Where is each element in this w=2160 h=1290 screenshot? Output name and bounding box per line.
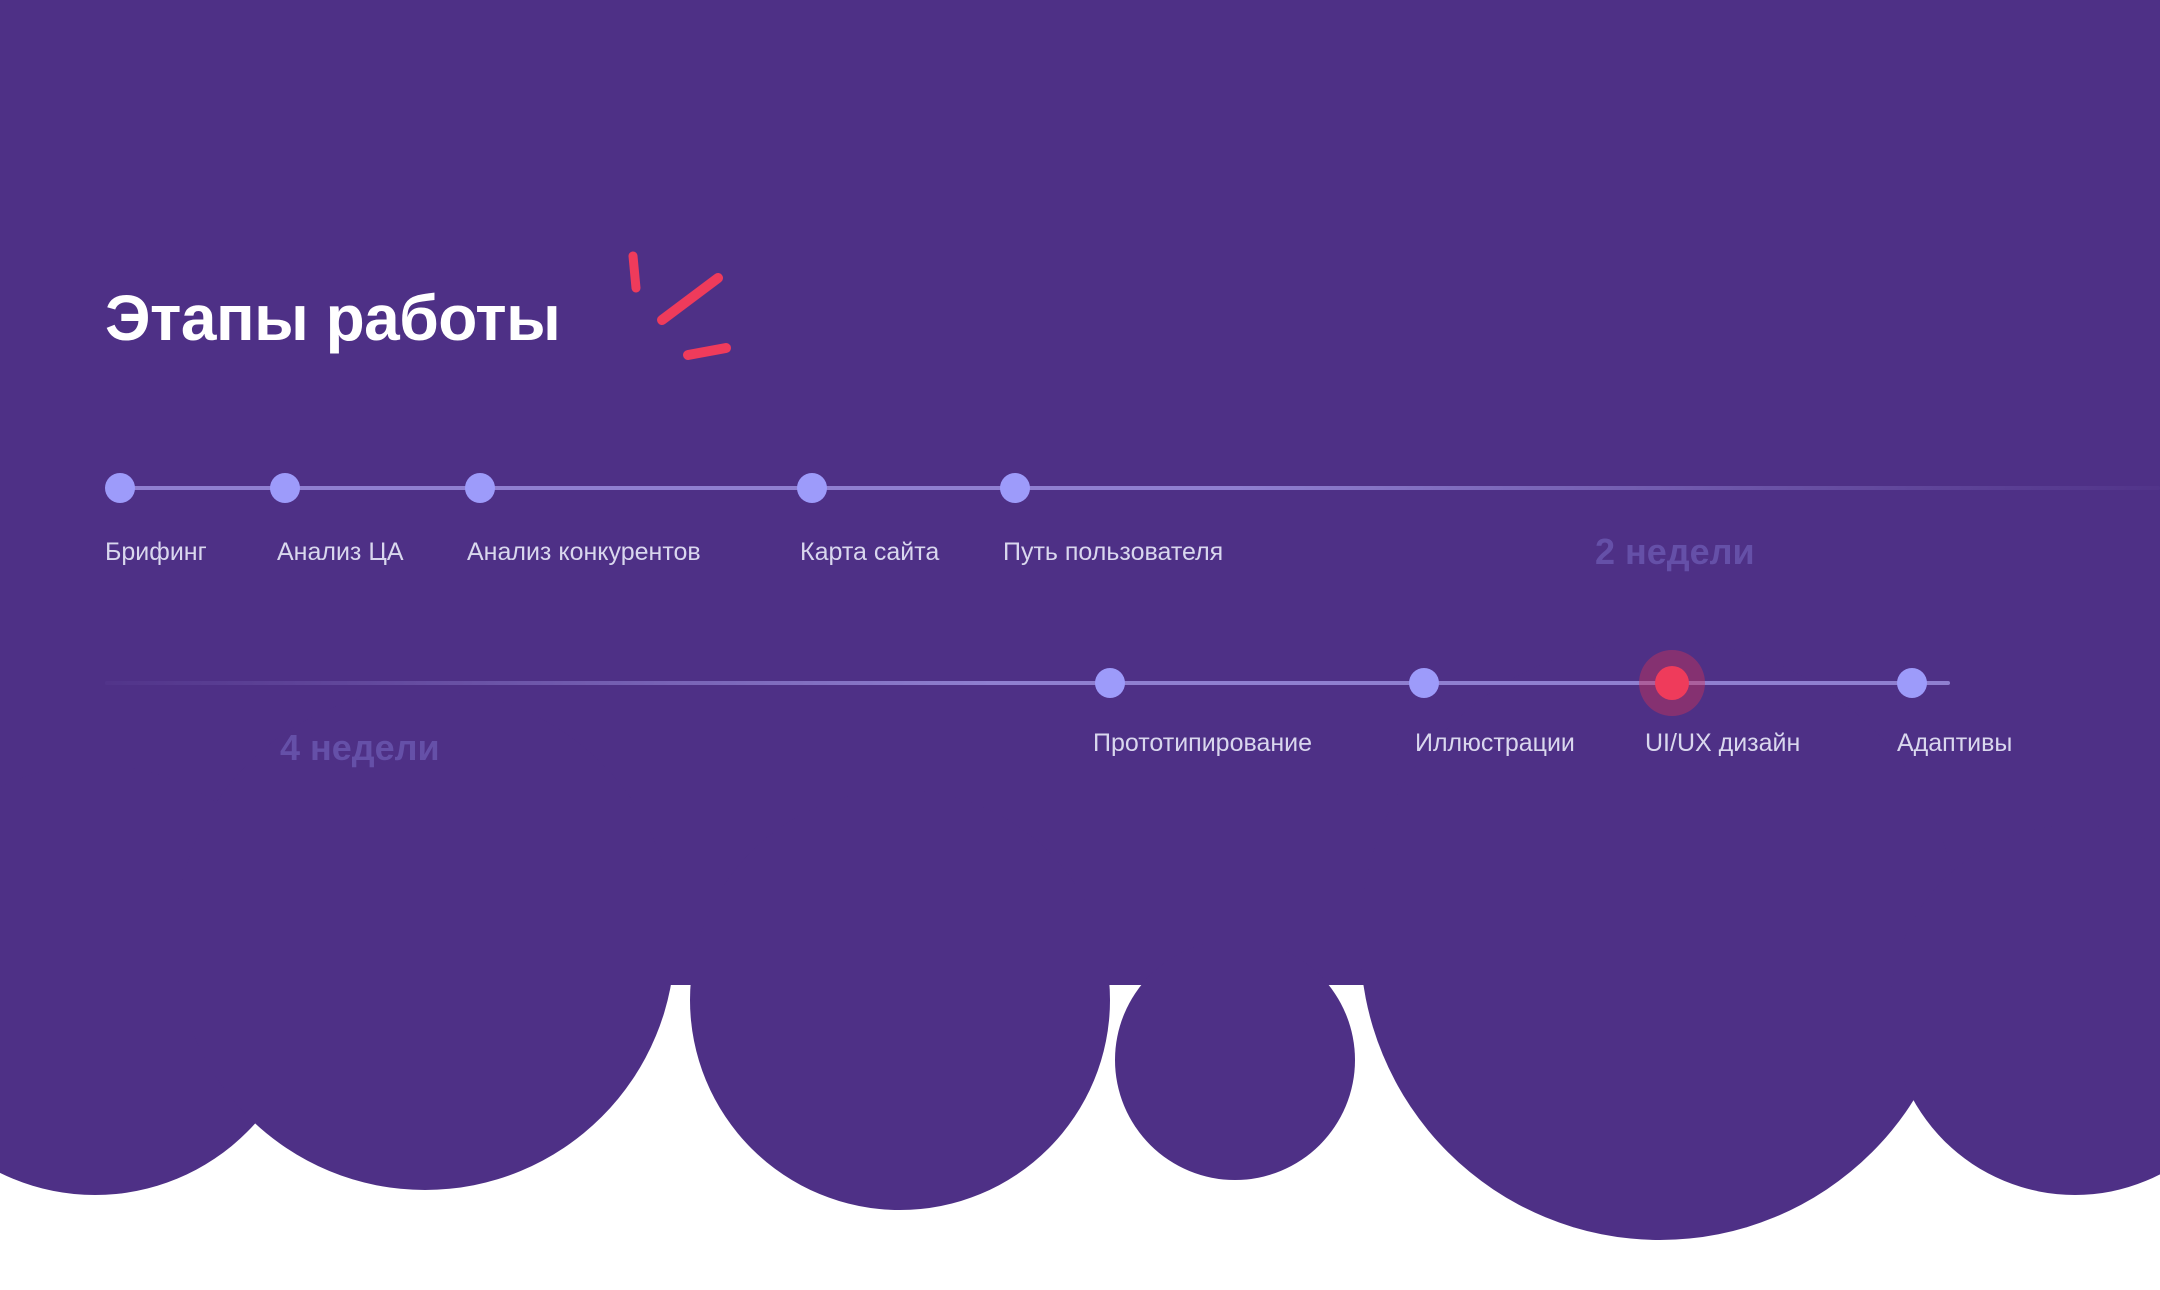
page-title: Этапы работы: [105, 282, 561, 354]
timeline-node-label: Прототипирование: [1093, 729, 1313, 757]
timeline-node[interactable]: [797, 473, 827, 503]
duration-label-row-1: 2 недели: [1595, 531, 1755, 572]
scalloped-bottom-edge: [0, 0, 2160, 1240]
duration-label-row-2: 4 недели: [280, 727, 440, 768]
scallop-lobe: [1115, 940, 1355, 1180]
timeline-node[interactable]: [1897, 668, 1927, 698]
timeline-node[interactable]: [105, 473, 135, 503]
timeline-node-label: Анализ ЦА: [277, 538, 404, 566]
scallop-lobe: [1890, 825, 2160, 1195]
timeline-node[interactable]: [1095, 668, 1125, 698]
scallop-lobe: [175, 690, 675, 1190]
timeline-node-label: UI/UX дизайн: [1645, 729, 1801, 757]
timeline-node-label: Брифинг: [105, 538, 207, 566]
timeline-node[interactable]: [465, 473, 495, 503]
timeline-node-label: Анализ конкурентов: [467, 538, 701, 566]
timeline-node-label: Адаптивы: [1897, 729, 2013, 757]
timeline-node[interactable]: [1409, 668, 1439, 698]
timeline-track-2: [105, 681, 1950, 685]
timeline-row-2: Прототипирование Иллюстрации UI/UX дизайн А…: [0, 666, 2160, 756]
page-title-block: Этапы работы: [105, 282, 561, 354]
timeline-node-label: Карта сайта: [800, 538, 940, 566]
timeline-row-1: Брифинг Анализ ЦА Анализ конкурентов Карта …: [0, 473, 2160, 565]
scallop-lobe: [690, 790, 1110, 1210]
scallop-lobes: [0, 640, 2160, 1240]
timeline-node-active[interactable]: [1655, 666, 1689, 700]
timeline-node-label: Путь пользователя: [1003, 538, 1224, 566]
timeline-node-label: Иллюстрации: [1415, 729, 1575, 757]
timeline-track-1: [110, 486, 2160, 490]
scallop-lobe: [1360, 640, 1960, 1240]
timeline-node[interactable]: [1000, 473, 1030, 503]
timeline-node[interactable]: [270, 473, 300, 503]
